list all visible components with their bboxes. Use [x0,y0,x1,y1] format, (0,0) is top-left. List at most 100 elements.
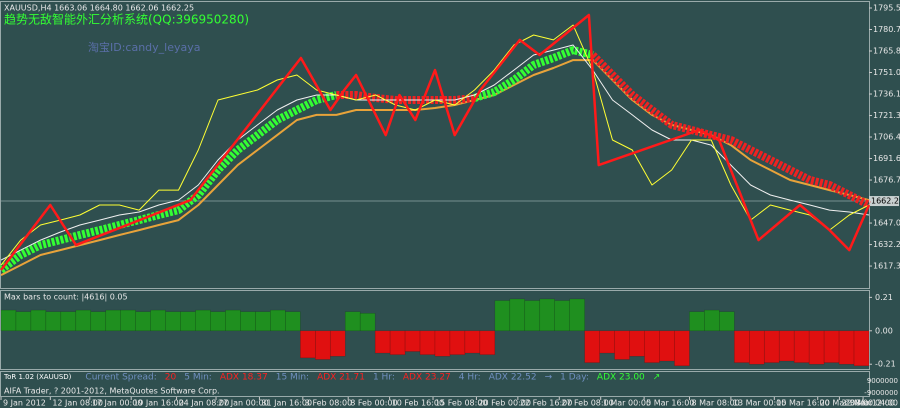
watermark: 淘宝ID:candy_leyaya [88,40,201,54]
system-title: 趋势无敌智能外汇分析系统(QQ:396950280) [4,12,249,27]
histogram-bar [210,311,226,332]
histogram-bar [749,330,765,365]
histogram-bar [449,330,466,355]
x-tick-label: 31 Jan 16:00 [261,399,312,408]
histogram-bar [285,311,301,332]
price-line [0,24,870,266]
histogram-bar [763,330,780,363]
histogram-bar [719,311,735,332]
y-tick-label: 1795.55 [873,3,900,12]
status-item: ↗ [653,373,661,383]
histogram-bar [300,330,316,359]
price-line [0,13,871,271]
status-item: 5 Min: [184,373,212,383]
histogram-bar [539,298,555,332]
histogram-bar [479,330,496,355]
histogram-bar [808,330,825,365]
y-tick-label: 1751.00 [873,68,900,77]
price-line [0,59,870,276]
histogram-bar [105,309,121,332]
status-item: 1 Hr: [373,373,395,383]
status-item: ADX 18.37 [220,373,268,383]
histogram-bar [195,309,211,332]
histogram-bar [270,309,286,332]
x-tick-label: 24 Jan 08:00 [179,399,230,408]
histogram-bar [315,330,331,360]
histogram-bar [644,330,660,363]
x-tick-label: 17 Jan 00:00 [92,399,143,408]
histogram-bar [60,311,77,332]
status-item: 20 [165,373,177,383]
histogram-bar [329,330,346,357]
x-tick-label: 12 Jan 08:00 [52,399,103,408]
histogram-bar [374,330,391,354]
price-panel-frame [0,1,870,289]
histogram-bar [569,298,585,332]
histogram-bar [240,311,256,332]
status-item: 4 Hr: [459,373,481,383]
histogram-bar [45,311,62,332]
x-tick-label: 15 Mar 16:00 [776,399,829,408]
histogram-bar [778,330,795,362]
x-tick-label: 8 Mar 08:00 [691,399,739,408]
histogram-bar [494,300,511,332]
x-tick-label: 1 Mar 00:00 [603,399,651,408]
x-tick-label: 8 Feb 00:00 [350,399,397,408]
histogram-bar [614,330,630,360]
y-tick-label: -0.21 [875,360,896,369]
x-tick-label: 19 Jan 16:00 [133,399,184,408]
histogram-bar [434,330,451,357]
x-tick-label: 22 Feb 16:00 [520,399,572,408]
y-tick-label: 1706.45 [873,133,900,142]
histogram-bar [359,313,376,332]
histogram-bar [599,330,615,354]
status-item: ADX 22.52 [489,373,537,383]
status-item: ADX 23.27 [403,373,451,383]
histogram-bar [554,300,570,332]
y-tick-label: 1721.30 [873,111,900,120]
status-item: → [545,373,553,383]
histogram-bar [404,330,421,352]
histogram-bar [165,311,181,332]
histogram-bar [509,298,526,332]
status-item: ADX 23.00 [597,373,645,383]
x-tick-label: 9 Jan 2012 [3,399,46,408]
y-tick-label: 1691.60 [873,154,900,163]
status-item: ToR 1.02 (XAUUSD) [3,373,72,381]
current-price-label: 1662.25 [871,197,900,206]
histogram-bar [524,300,541,332]
histogram-bar [150,309,166,332]
histogram-bar [419,330,436,355]
y-tick-label: 1765.85 [873,47,900,56]
histogram-bar [674,330,690,367]
histogram-bar [120,309,136,332]
histogram-bar [704,309,720,332]
histogram-bar [389,330,406,355]
histogram-bar [689,311,705,332]
histogram-bar [629,330,645,357]
histogram-bar [0,309,17,332]
y-tick-label: 1632.20 [873,240,900,249]
histogram-bar [838,330,855,365]
x-tick-label: 20 Feb 00:00 [478,399,530,408]
y-tick-label: 1647.05 [873,219,900,228]
histogram-bar [659,330,675,362]
y-tick-label: 0.00 [875,326,893,335]
histogram-bar [90,311,107,332]
status-item: Current Spread: [85,373,156,383]
y-tick-label: 1736.15 [873,90,900,99]
x-tick-label: 13 Mar 00:00 [733,399,786,408]
price-line [0,46,594,274]
histogram-bar [15,311,32,332]
y-tick-label: 1617.35 [873,262,900,271]
x-tick-label: 22 Mar 12:00 [841,399,894,408]
histogram-bar [255,311,271,332]
status-item: 15 Min: [276,373,309,383]
current-price-box [869,196,899,207]
histogram-bar [734,330,750,363]
histogram-bar [225,309,241,332]
symbol-line: XAUUSD,H4 1663.06 1664.80 1662.06 1662.2… [4,4,194,13]
histogram-bar [135,311,151,332]
histogram-bar [180,311,196,332]
